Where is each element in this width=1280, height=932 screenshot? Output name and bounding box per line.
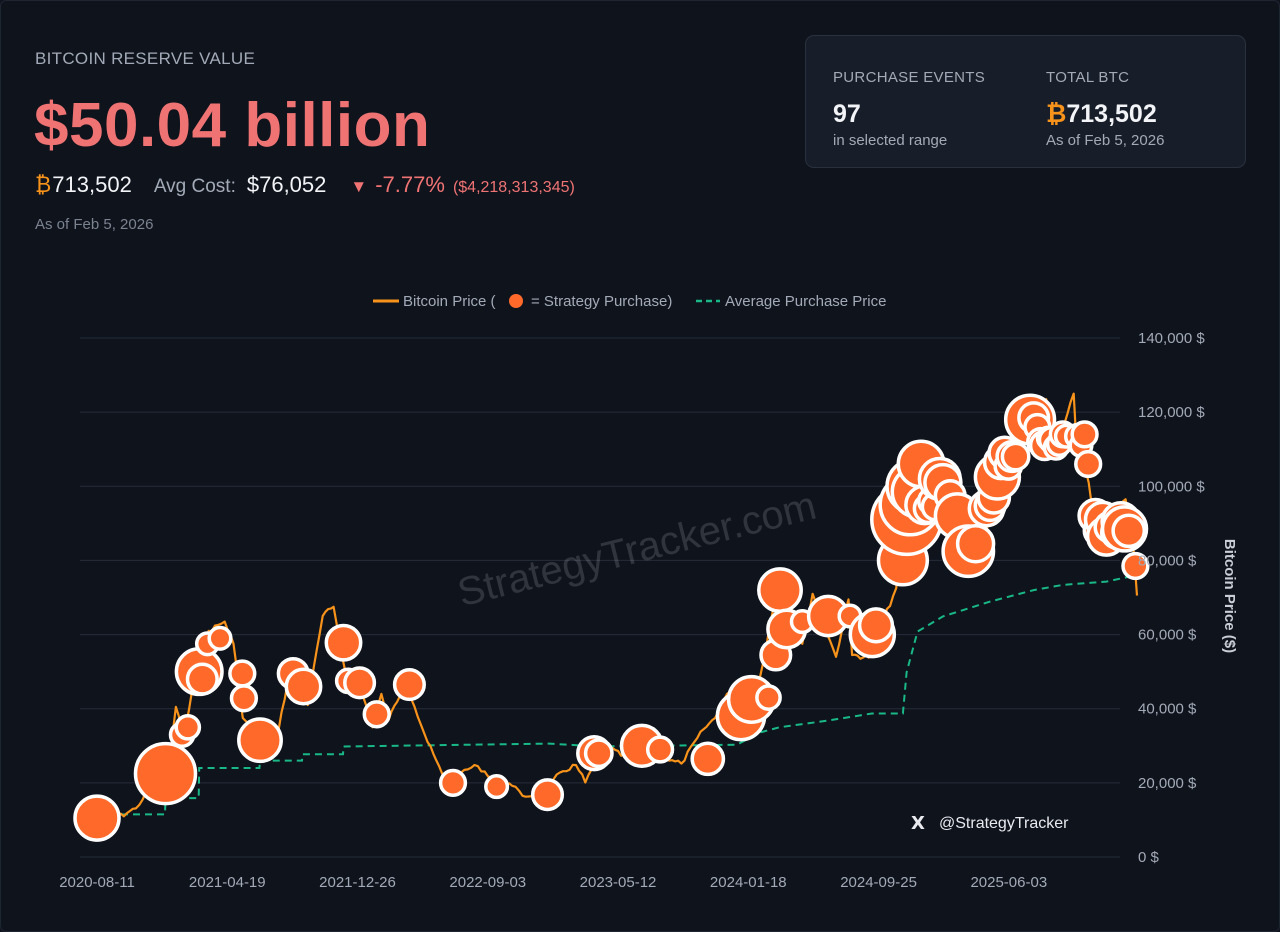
- bitcoin-icon: ₿: [35, 172, 52, 197]
- purchase-marker: [73, 794, 121, 842]
- x-axis: 2020-08-11 2021-04-19 2021-12-26 2022-09-03…: [59, 874, 1047, 891]
- purchase-marker: [185, 662, 219, 696]
- y-tick-label: 140,000 $: [1138, 330, 1205, 347]
- stats-card: PURCHASE EVENTS 97 in selected range TOT…: [805, 35, 1246, 168]
- purchase-marker: [690, 741, 726, 777]
- purchase-marker: [1074, 449, 1103, 479]
- x-logo-icon: X: [911, 813, 925, 834]
- y-tick-label: 80,000 $: [1138, 552, 1197, 569]
- purchase-marker: [324, 623, 363, 662]
- purchase-events-label: PURCHASE EVENTS: [833, 69, 986, 86]
- reserve-value: $50.04 billion: [34, 91, 431, 160]
- purchase-marker: [392, 668, 426, 702]
- legend-purchase-label: = Strategy Purchase): [531, 293, 672, 310]
- chart-credit: X @StrategyTracker: [911, 813, 1069, 834]
- purchase-marker: [755, 684, 782, 711]
- purchase-events-value: 97: [833, 100, 861, 128]
- purchase-marker: [484, 774, 510, 800]
- x-tick-label: 2020-08-11: [59, 874, 135, 891]
- y-tick-label: 0 $: [1138, 849, 1160, 866]
- purchase-marker: [438, 768, 468, 798]
- purchase-marker: [343, 666, 377, 700]
- y-tick-label: 120,000 $: [1138, 404, 1205, 421]
- down-arrow-icon: ▼: [350, 177, 368, 196]
- purchase-marker: [857, 607, 895, 644]
- purchase-marker: [133, 741, 198, 806]
- total-btc-value-row: ₿713,502: [1046, 100, 1164, 129]
- x-tick-label: 2021-04-19: [189, 874, 266, 891]
- bitcoin-icon: ₿: [1046, 100, 1067, 128]
- purchase-marker: [362, 700, 391, 729]
- y-tick-label: 100,000 $: [1138, 478, 1205, 495]
- purchase-marker: [955, 523, 996, 564]
- btc-holdings: 713,502: [52, 172, 132, 197]
- purchase-marker-layer: [73, 393, 1150, 842]
- y-tick-label: 60,000 $: [1138, 627, 1197, 644]
- reserve-summary-row: ₿ 713,502 Avg Cost: $76,052 ▼ -7.77% ($4…: [35, 172, 575, 200]
- purchase-marker: [228, 659, 257, 688]
- x-tick-label: 2021-12-26: [319, 874, 396, 891]
- purchase-marker: [1000, 441, 1031, 472]
- legend-price-label: Bitcoin Price (: [403, 293, 496, 310]
- as-of-date: As of Feb 5, 2026: [35, 216, 154, 233]
- purchase-events-stat: PURCHASE EVENTS 97 in selected range: [833, 69, 985, 149]
- chart-grid: [80, 337, 1120, 858]
- purchase-marker: [583, 738, 614, 769]
- change-amount: ($4,218,313,345): [452, 179, 575, 196]
- y-tick-label: 20,000 $: [1138, 775, 1197, 792]
- purchase-events-sub: in selected range: [833, 132, 948, 149]
- purchase-marker: [284, 667, 323, 706]
- legend-avg-label: Average Purchase Price: [725, 293, 886, 310]
- purchase-marker: [174, 713, 202, 741]
- avg-purchase-layer: [97, 574, 1138, 816]
- chart-legend: Bitcoin Price ( = Strategy Purchase) Avera…: [373, 293, 886, 310]
- bitcoin-price-chart: StrategyTracker.com Bitcoin Price (= Str…: [59, 293, 1238, 891]
- purchase-marker: [207, 625, 233, 651]
- total-btc-label: TOTAL BTC: [1046, 69, 1130, 86]
- avg-cost-label: Avg Cost:: [153, 176, 236, 197]
- reserve-value-label: BITCOIN RESERVE VALUE: [35, 49, 256, 68]
- change-percent: -7.77%: [375, 172, 445, 197]
- avg-purchase-price-line: [97, 574, 1138, 816]
- x-tick-label: 2024-09-25: [840, 874, 917, 891]
- y-tick-label: 40,000 $: [1138, 701, 1197, 718]
- purchase-marker: [1121, 551, 1150, 581]
- total-btc-value: 713,502: [1066, 100, 1157, 128]
- y-axis-label: Bitcoin Price ($): [1221, 539, 1238, 653]
- x-tick-label: 2025-06-03: [970, 874, 1047, 891]
- legend-purchase-marker-swatch: [509, 294, 523, 308]
- total-btc-sub: As of Feb 5, 2026: [1046, 132, 1165, 149]
- y-axis: 0 $ 20,000 $ 40,000 $ 60,000 $ 80,000 $ 100,0…: [1138, 330, 1205, 866]
- purchase-marker: [1111, 513, 1147, 549]
- purchase-marker: [757, 567, 803, 614]
- x-tick-label: 2024-01-18: [710, 874, 787, 891]
- credit-handle: @StrategyTracker: [939, 815, 1069, 832]
- x-tick-label: 2022-09-03: [449, 874, 526, 891]
- purchase-marker: [229, 684, 259, 713]
- total-btc-stat: TOTAL BTC ₿713,502 As of Feb 5, 2026: [1046, 69, 1164, 149]
- x-tick-label: 2023-05-12: [580, 874, 657, 891]
- avg-cost-value: $76,052: [246, 172, 327, 197]
- purchase-marker: [1070, 420, 1099, 449]
- purchase-marker: [645, 735, 675, 764]
- purchase-marker: [237, 717, 283, 764]
- purchase-marker: [530, 778, 565, 812]
